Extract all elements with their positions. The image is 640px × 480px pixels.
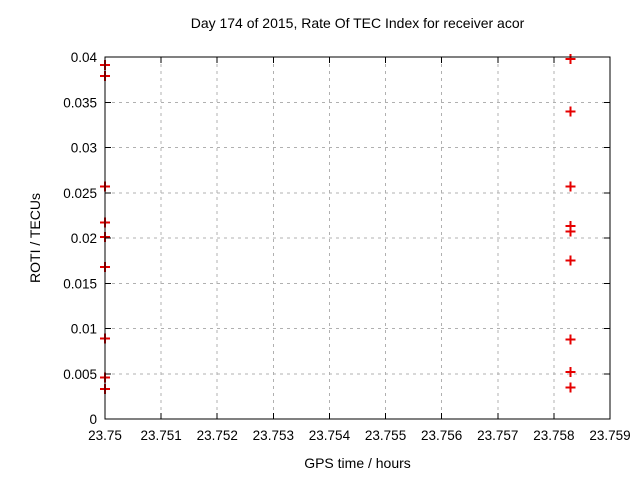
- x-tick-label: 23.755: [365, 428, 406, 443]
- x-tick-label: 23.759: [589, 428, 630, 443]
- x-tick-label: 23.752: [197, 428, 238, 443]
- x-tick-label: 23.754: [309, 428, 351, 443]
- y-tick-label: 0.005: [63, 367, 97, 382]
- x-tick-label: 23.758: [533, 428, 574, 443]
- y-tick-label: 0: [89, 412, 97, 427]
- x-tick-label: 23.75: [88, 428, 122, 443]
- x-axis-title: GPS time / hours: [304, 455, 411, 471]
- y-tick-label: 0.035: [63, 95, 97, 110]
- x-tick-label: 23.756: [421, 428, 462, 443]
- x-tick-label: 23.751: [140, 428, 181, 443]
- y-tick-label: 0.04: [71, 50, 98, 65]
- x-tick-label: 23.757: [477, 428, 518, 443]
- chart-title: Day 174 of 2015, Rate Of TEC Index for r…: [190, 15, 525, 31]
- y-tick-label: 0.01: [71, 322, 97, 337]
- y-tick-label: 0.015: [63, 276, 97, 291]
- y-tick-label: 0.02: [71, 231, 97, 246]
- x-tick-label: 23.753: [253, 428, 294, 443]
- y-tick-label: 0.025: [63, 186, 97, 201]
- y-tick-label: 0.03: [71, 141, 97, 156]
